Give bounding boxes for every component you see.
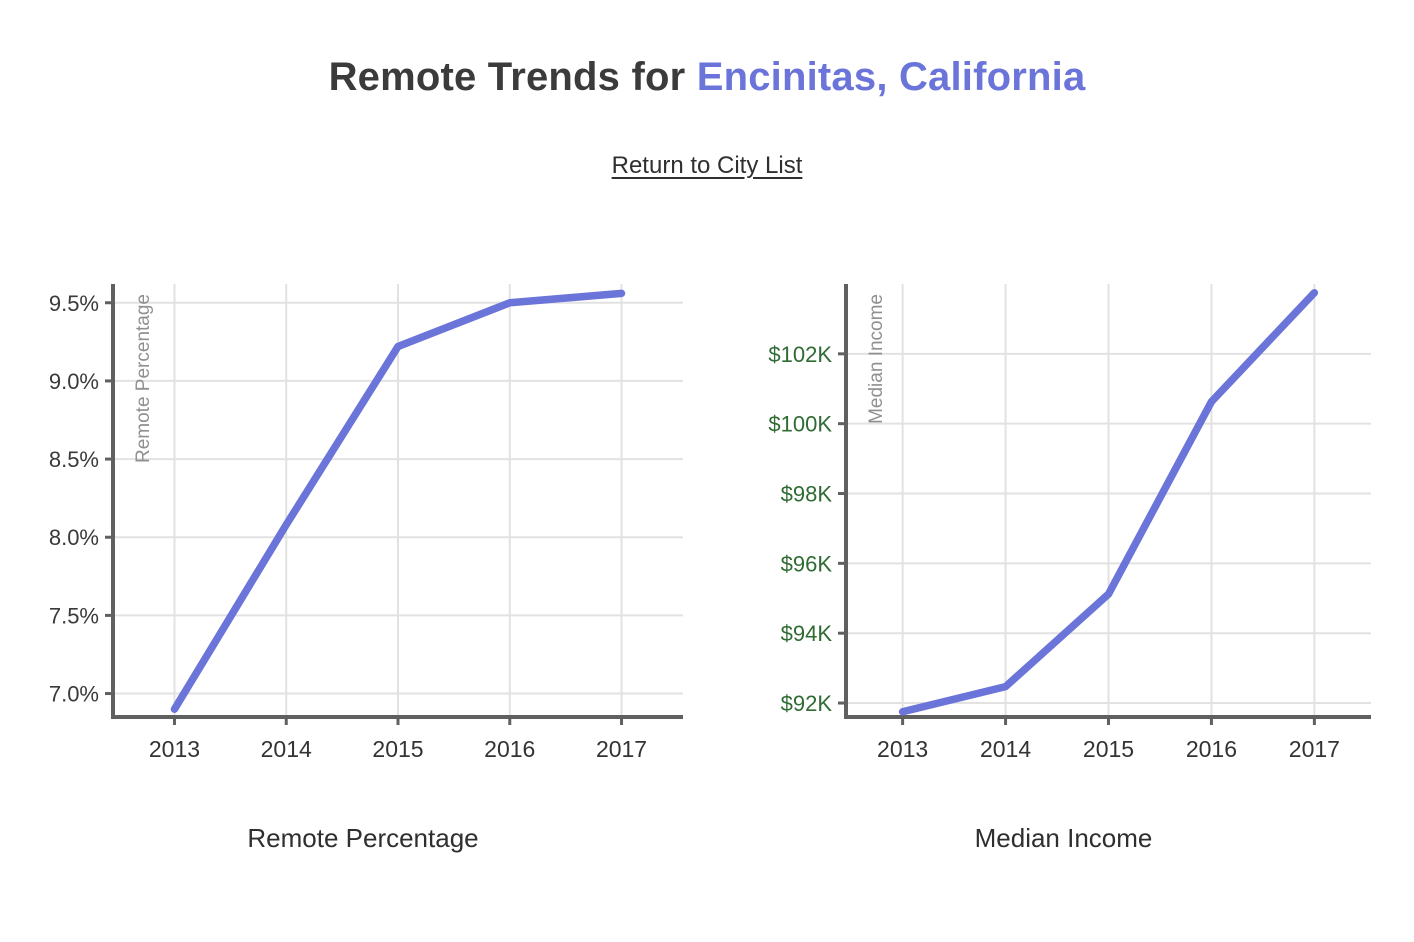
svg-text:$94K: $94K [781, 621, 833, 646]
svg-text:2017: 2017 [1289, 736, 1340, 762]
svg-text:9.5%: 9.5% [49, 291, 99, 316]
svg-text:2014: 2014 [980, 736, 1031, 762]
svg-text:$92K: $92K [781, 691, 833, 716]
svg-text:$102K: $102K [768, 342, 832, 367]
svg-text:2016: 2016 [1186, 736, 1237, 762]
remote-percentage-chart-block: 7.0% 7.5% 8.0% 8.5% 9.0% 9.5% 2013 2014 2015 2016… [28, 272, 698, 854]
remote-percentage-chart: 7.0% 7.5% 8.0% 8.5% 9.0% 9.5% 2013 2014 2015 2016… [49, 284, 683, 762]
svg-text:Remote Percentage: Remote Percentage [133, 294, 154, 463]
page-title-prefix: Remote Trends for [328, 55, 697, 99]
svg-text:2017: 2017 [596, 736, 647, 762]
median-income-chart: $92K $94K $96K $98K $100K $102K 2013 2014 2015 20… [768, 284, 1371, 762]
svg-text:7.5%: 7.5% [49, 603, 99, 628]
svg-text:$98K: $98K [781, 482, 833, 507]
svg-text:9.0%: 9.0% [49, 369, 99, 394]
return-to-city-list-link[interactable]: Return to City List [611, 152, 803, 179]
svg-text:8.5%: 8.5% [49, 447, 99, 472]
svg-text:2015: 2015 [1083, 736, 1134, 762]
svg-text:$96K: $96K [781, 551, 833, 576]
return-link-container: Return to City List [0, 152, 1414, 180]
page-title: Remote Trends for Encinitas, California [0, 55, 1414, 100]
median-income-chart-block: $92K $94K $96K $98K $100K $102K 2013 2014 2015 20… [741, 272, 1386, 854]
svg-text:2016: 2016 [484, 736, 535, 762]
svg-text:Median Income: Median Income [866, 294, 887, 424]
remote-percentage-caption: Remote Percentage [247, 823, 479, 853]
svg-text:7.0%: 7.0% [49, 682, 99, 707]
charts-row: 7.0% 7.5% 8.0% 8.5% 9.0% 9.5% 2013 2014 2015 2016… [0, 272, 1414, 854]
svg-text:$100K: $100K [768, 412, 832, 437]
median-income-caption: Median Income [974, 823, 1153, 853]
page-title-city: Encinitas, California [696, 55, 1086, 99]
svg-text:2014: 2014 [261, 736, 312, 762]
svg-text:2013: 2013 [877, 736, 928, 762]
svg-text:2015: 2015 [372, 736, 423, 762]
svg-text:8.0%: 8.0% [49, 525, 99, 550]
svg-text:2013: 2013 [149, 736, 200, 762]
